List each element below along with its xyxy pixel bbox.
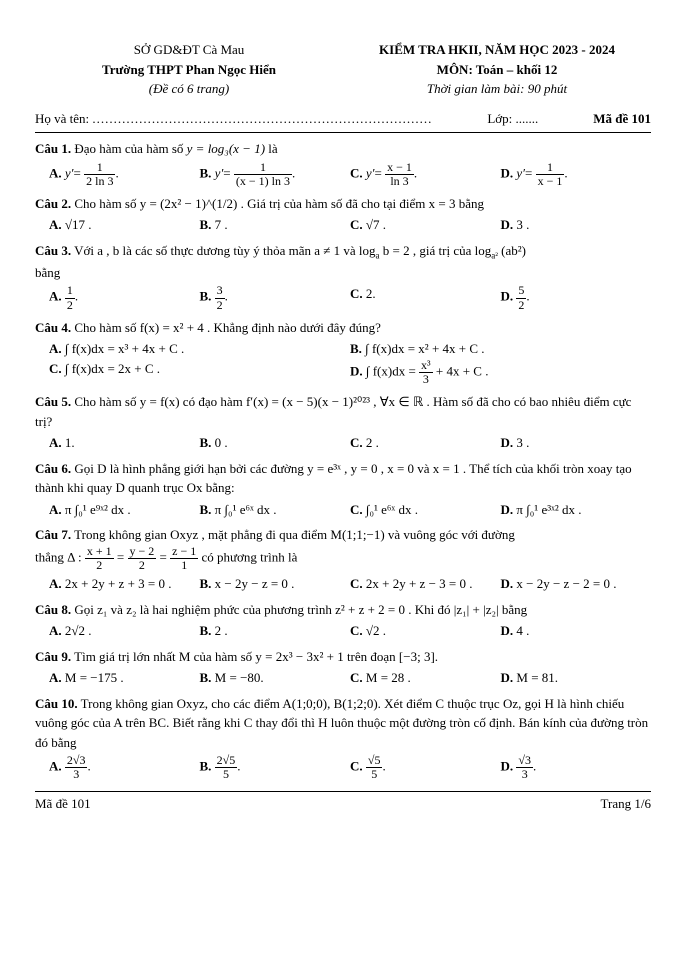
q2-A: A. √17 . — [49, 215, 200, 235]
q5-choices: A. 1. B. 0 . C. 2 . D. 3 . — [49, 433, 651, 453]
class-label: Lớp: ....... — [487, 109, 538, 129]
divider — [35, 132, 651, 133]
q10-D: D. √33. — [501, 754, 652, 781]
question-6: Câu 6. Gọi D là hình phẳng giới hạn bởi … — [35, 459, 651, 498]
q6-B: B. π ∫₀¹ e⁶ˣ dx . — [200, 500, 351, 520]
q2-C: C. √7 . — [350, 215, 501, 235]
header-right: KIỂM TRA HKII, NĂM HỌC 2023 - 2024 MÔN: … — [343, 40, 651, 99]
q3-B: B. 32. — [200, 284, 351, 311]
q8-D: D. 4 . — [501, 621, 652, 641]
q10-choices: A. 2√33. B. 2√55. C. √55. D. √33. — [49, 754, 651, 781]
q8-B: B. 2 . — [200, 621, 351, 641]
question-4: Câu 4. Cho hàm số f(x) = x² + 4 . Khẳng … — [35, 318, 651, 338]
q9-C: C. M = 28 . — [350, 668, 501, 688]
dept: SỞ GD&ĐT Cà Mau — [35, 40, 343, 60]
code-label: Mã đề 101 — [593, 109, 651, 129]
exam-title: KIỂM TRA HKII, NĂM HỌC 2023 - 2024 — [343, 40, 651, 60]
q1-D: D. y′= 1x − 1. — [501, 161, 652, 188]
exam-header: SỞ GD&ĐT Cà Mau Trường THPT Phan Ngọc Hi… — [35, 40, 651, 99]
q10-A: A. 2√33. — [49, 754, 200, 781]
q4-B: B. ∫ f(x)dx = x² + 4x + C . — [350, 339, 651, 359]
question-8: Câu 8. Gọi z₁ và z₂ là hai nghiệm phức c… — [35, 600, 651, 620]
q8-A: A. 2√2 . — [49, 621, 200, 641]
question-3: Câu 3. Với a , b là các số thực dương tù… — [35, 241, 651, 283]
q5-C: C. 2 . — [350, 433, 501, 453]
q2-D: D. 3 . — [501, 215, 652, 235]
q6-C: C. ∫₀¹ e⁶ˣ dx . — [350, 500, 501, 520]
footer-right: Trang 1/6 — [601, 794, 651, 814]
question-5: Câu 5. Cho hàm số y = f(x) có đạo hàm f′… — [35, 392, 651, 431]
q4-C: C. ∫ f(x)dx = 2x + C . — [49, 359, 350, 386]
question-9: Câu 9. Tìm giá trị lớn nhất M của hàm số… — [35, 647, 651, 667]
q3-choices: A. 12. B. 32. C. 2. D. 52. — [49, 284, 651, 311]
q7-choices: A. 2x + 2y + z + 3 = 0 . B. x − 2y − z =… — [49, 574, 651, 594]
q3-A: A. 12. — [49, 284, 200, 311]
q2-B: B. 7 . — [200, 215, 351, 235]
q3-C: C. 2. — [350, 284, 501, 311]
q1-choices: A. y′= 12 ln 3. B. y′= 1(x − 1) ln 3. C.… — [49, 161, 651, 188]
q6-A: A. π ∫₀¹ e⁹ˣ² dx . — [49, 500, 200, 520]
q1-B: B. y′= 1(x − 1) ln 3. — [200, 161, 351, 188]
q7-A: A. 2x + 2y + z + 3 = 0 . — [49, 574, 200, 594]
q10-C: C. √55. — [350, 754, 501, 781]
question-7: Câu 7. Trong không gian Oxyz , mặt phẳng… — [35, 525, 651, 572]
name-row: Họ và tên: .............................… — [35, 109, 651, 129]
q8-C: C. √2 . — [350, 621, 501, 641]
time: Thời gian làm bài: 90 phút — [343, 79, 651, 99]
q6-choices: A. π ∫₀¹ e⁹ˣ² dx . B. π ∫₀¹ e⁶ˣ dx . C. … — [49, 500, 651, 520]
q9-D: D. M = 81. — [501, 668, 652, 688]
page-footer: Mã đề 101 Trang 1/6 — [35, 791, 651, 814]
q9-choices: A. M = −175 . B. M = −80. C. M = 28 . D.… — [49, 668, 651, 688]
pages: (Đề có 6 trang) — [35, 79, 343, 99]
q7-D: D. x − 2y − z − 2 = 0 . — [501, 574, 652, 594]
q7-C: C. 2x + 2y + z − 3 = 0 . — [350, 574, 501, 594]
q9-B: B. M = −80. — [200, 668, 351, 688]
q6-D: D. π ∫₀¹ e³ˣ² dx . — [501, 500, 652, 520]
q9-A: A. M = −175 . — [49, 668, 200, 688]
q4-D: D. ∫ f(x)dx = x³3 + 4x + C . — [350, 359, 651, 386]
header-left: SỞ GD&ĐT Cà Mau Trường THPT Phan Ngọc Hi… — [35, 40, 343, 99]
q8-choices: A. 2√2 . B. 2 . C. √2 . D. 4 . — [49, 621, 651, 641]
q4-A: A. ∫ f(x)dx = x³ + 4x + C . — [49, 339, 350, 359]
q5-A: A. 1. — [49, 433, 200, 453]
school: Trường THPT Phan Ngọc Hiển — [35, 60, 343, 80]
q3-D: D. 52. — [501, 284, 652, 311]
footer-left: Mã đề 101 — [35, 794, 91, 814]
q10-B: B. 2√55. — [200, 754, 351, 781]
question-10: Câu 10. Trong không gian Oxyz, cho các đ… — [35, 694, 651, 753]
q2-choices: A. √17 . B. 7 . C. √7 . D. 3 . — [49, 215, 651, 235]
question-2: Câu 2. Cho hàm số y = (2x² − 1)^(1/2) . … — [35, 194, 651, 214]
name-label: Họ và tên: .............................… — [35, 109, 432, 129]
q5-D: D. 3 . — [501, 433, 652, 453]
q7-B: B. x − 2y − z = 0 . — [200, 574, 351, 594]
subject: MÔN: Toán – khối 12 — [343, 60, 651, 80]
q4-choices: A. ∫ f(x)dx = x³ + 4x + C . B. ∫ f(x)dx … — [49, 339, 651, 386]
q1-C: C. y′= x − 1ln 3. — [350, 161, 501, 188]
question-1: Câu 1. Đạo hàm của hàm số y = log₃(x − 1… — [35, 139, 651, 159]
q5-B: B. 0 . — [200, 433, 351, 453]
q1-A: A. y′= 12 ln 3. — [49, 161, 200, 188]
